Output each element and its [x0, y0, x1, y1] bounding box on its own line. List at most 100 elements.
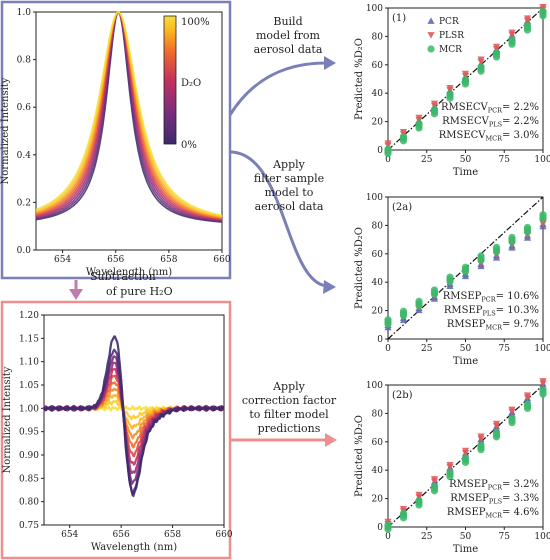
metric-subscript: MCR	[486, 135, 504, 143]
difference-spectrum-line	[43, 393, 225, 431]
y-axis-label: Normalized Intensity	[2, 366, 13, 473]
x-axis-label: Wavelength (nm)	[91, 542, 177, 553]
mcr-point	[399, 137, 408, 145]
mcr-point	[477, 67, 485, 75]
y-tick-label: 80	[372, 409, 384, 419]
metric-text: RMSECVPLS= 2.2%	[442, 116, 539, 129]
y-tick-label: 1.0	[17, 8, 32, 18]
top-spectra-frame	[0, 0, 232, 280]
panel-2b-chart: 0 25 50 75 100 0 20 40 60 80 100 Time Predicted %D₂O…	[354, 378, 550, 555]
metric-text: RMSEPPCR= 10.6%	[443, 291, 539, 304]
apply-filter-arrow	[229, 150, 327, 288]
bottom-spectra-frame	[0, 300, 232, 560]
caption-line: model from	[256, 29, 321, 42]
mcr-point	[430, 290, 439, 298]
mcr-point	[384, 320, 392, 328]
y-tick-label: 0	[377, 523, 383, 533]
x-tick-label: 100	[534, 155, 550, 165]
mcr-point	[415, 124, 423, 132]
plsr-point	[477, 435, 485, 443]
metric-value: = 3.0%	[502, 130, 539, 141]
x-tick-label: 656	[113, 530, 130, 540]
x-tick-label: 0	[385, 344, 391, 354]
metric-value: = 3.2%	[502, 479, 539, 490]
x-tick-label: 658	[164, 530, 181, 540]
y-tick-label: 1.05	[19, 381, 39, 391]
metric-subscript: MCR	[486, 324, 504, 332]
difference-spectrum-line	[42, 387, 225, 440]
metric-value: = 9.7%	[502, 319, 539, 330]
caption-line: Apply	[272, 158, 306, 171]
legend-label: MCR	[439, 45, 462, 55]
caption-line: Build	[273, 15, 302, 28]
y-tick-label: 80	[372, 32, 384, 42]
caption-line: aerosol data	[255, 200, 324, 213]
legend-label: PLSR	[439, 31, 464, 41]
metric-text: RMSEPPLS= 10.3%	[444, 305, 539, 318]
y-tick-label: 0.8	[17, 56, 32, 66]
mcr-point	[446, 94, 454, 102]
y-tick-label: 100	[366, 381, 383, 391]
y-tick-label: 20	[372, 307, 384, 317]
y-axis-label: Predicted %D₂O	[354, 415, 365, 497]
metric-value: = 2.2%	[502, 102, 539, 113]
flow-caption-build: Build model from aerosol data	[254, 15, 323, 56]
spectrum-line	[35, 11, 223, 217]
metric-name: RMSECV	[441, 102, 489, 113]
metric-subscript: PLS	[483, 310, 496, 318]
apply-filter-arrowhead	[323, 280, 336, 294]
y-axis-label: Predicted %D₂O	[354, 38, 365, 120]
flow-arrows	[69, 56, 337, 447]
x-tick-label: 25	[421, 155, 433, 165]
top-spectra-chart: 654 656 658 660 0.0 0.2 0.4 0.6 0.8 1.0 Wavelength…	[0, 8, 231, 278]
metric-name: RMSEP	[443, 291, 482, 302]
mcr-point	[446, 473, 454, 481]
x-tick-label: 658	[160, 255, 177, 265]
colorbar	[163, 15, 177, 145]
panel-1-chart: 0 25 50 75 100 0 20 40 60 80 100 Time Predicted %D₂O…	[354, 4, 550, 178]
metric-text: RMSECVPCR= 2.2%	[441, 102, 539, 115]
x-tick-label: 50	[460, 344, 472, 354]
apply-correction-arrowhead	[325, 433, 337, 447]
caption-line: filter sample	[254, 172, 324, 185]
y-tick-label: 0.85	[19, 474, 39, 484]
metric-value: = 4.6%	[502, 507, 539, 518]
plsr-point	[461, 449, 470, 457]
x-tick-label: 656	[107, 255, 124, 265]
metric-text: RMSEPPLS= 3.3%	[450, 493, 539, 506]
pcr-point	[427, 17, 435, 24]
y-tick-label: 20	[372, 495, 384, 505]
mcr-point	[523, 228, 532, 236]
plsr-point	[539, 380, 547, 387]
metric-name: RMSECV	[439, 130, 487, 141]
mcr-point	[508, 40, 516, 48]
bottom-spectra-chart: 654 656 658 660 0.75 0.80 0.85 0.90 0.95 1.00 1.05…	[2, 311, 233, 553]
x-tick-label: 660	[213, 255, 230, 265]
mcr-point	[492, 433, 501, 441]
x-axis-label: Time	[453, 167, 478, 178]
metric-subscript: PLS	[489, 498, 502, 506]
y-tick-label: 1.10	[19, 358, 39, 368]
y-tick-label: 0.80	[19, 498, 39, 508]
build-arrowhead	[324, 56, 336, 70]
mcr-point	[477, 446, 485, 454]
caption-line: Subtraction	[90, 270, 156, 283]
plsr-point	[427, 32, 435, 39]
plsr-point	[508, 408, 516, 416]
plsr-point	[477, 58, 485, 66]
metric-subscript: PCR	[488, 107, 503, 115]
caption-line: model to	[265, 186, 314, 199]
mcr-point	[415, 501, 423, 509]
plsr-point	[539, 220, 547, 228]
mcr-point	[539, 390, 547, 398]
y-tick-label: 1.00	[19, 404, 39, 414]
mcr-point	[539, 12, 547, 20]
panel-label: (2b)	[392, 390, 413, 401]
plot-frame	[35, 11, 223, 251]
subtraction-arrowhead	[69, 289, 83, 300]
difference-spectrum-line	[42, 335, 225, 498]
x-tick-label: 654	[61, 530, 78, 540]
x-tick-label: 654	[54, 255, 71, 265]
y-tick-label: 0.2	[17, 198, 31, 208]
metric-value: = 2.2%	[502, 116, 539, 127]
